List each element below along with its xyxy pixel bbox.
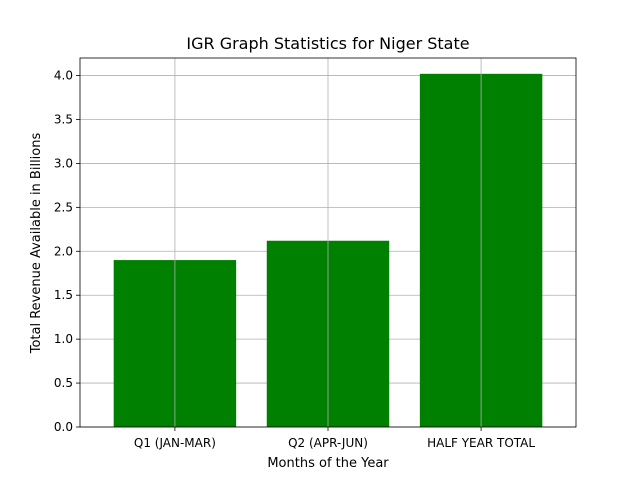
y-tick-label: 3.5	[54, 113, 73, 127]
y-tick-label: 0.0	[54, 420, 73, 434]
x-tick-label: HALF YEAR TOTAL	[427, 436, 535, 450]
x-tick-label: Q1 (JAN-MAR)	[134, 436, 216, 450]
y-tick-label: 0.5	[54, 376, 73, 390]
chart-title: IGR Graph Statistics for Niger State	[186, 34, 469, 53]
y-tick-label: 1.5	[54, 288, 73, 302]
axes-frame	[79, 57, 577, 428]
x-axis-label: Months of the Year	[267, 456, 389, 471]
y-tick-label: 2.5	[54, 200, 73, 214]
y-tick-label: 3.0	[54, 156, 73, 170]
y-tick-label: 2.0	[54, 244, 73, 258]
plot-area: 0.0 0.5 1.0 1.5 2.0 2.5 3.0 3.5 4.0 Q1 (JAN-MAR) Q…	[54, 57, 577, 450]
y-axis-label: Total Revenue Available in Billions	[29, 133, 44, 355]
y-tick-label: 4.0	[54, 69, 73, 83]
y-tick-label: 1.0	[54, 332, 73, 346]
x-tick-label: Q2 (APR-JUN)	[288, 436, 368, 450]
